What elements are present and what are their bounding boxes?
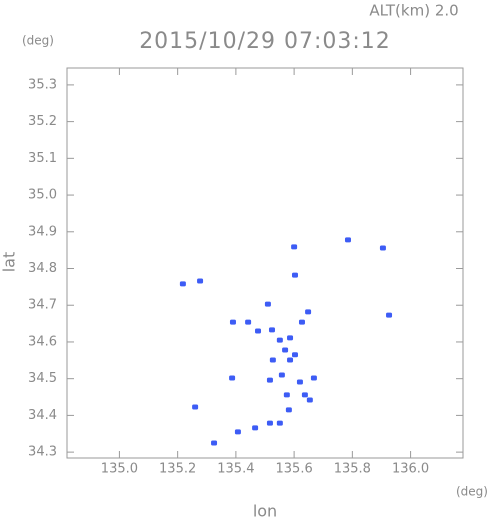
x-tick-label: 135.0 [101, 462, 138, 477]
echo-cell [278, 372, 285, 378]
echo-cell [266, 420, 273, 426]
y-tick-label: 34.8 [28, 261, 57, 276]
echo-cell [344, 237, 351, 243]
echo-cell [291, 352, 298, 358]
echo-cell [305, 309, 312, 315]
echo-cell [211, 440, 218, 446]
echo-cell [283, 392, 290, 398]
echo-cell [301, 392, 308, 398]
y-tick-label: 34.7 [28, 298, 57, 313]
altitude-label: ALT(km) 2.0 [369, 2, 458, 20]
y-tick-label: 35.0 [28, 188, 57, 203]
echo-cell [245, 319, 252, 325]
echo-cell [282, 347, 289, 353]
y-unit: (deg) [22, 34, 54, 48]
x-axis-label: lon [253, 502, 277, 521]
y-tick-label: 35.1 [28, 151, 57, 166]
echo-cell [306, 397, 313, 403]
x-tick-label: 135.8 [334, 462, 371, 477]
echo-cell [291, 244, 298, 250]
echo-cell [296, 379, 303, 385]
echo-cell [192, 404, 199, 410]
echo-cell [386, 312, 393, 318]
echo-cell [255, 328, 262, 334]
y-tick-label: 34.5 [28, 371, 57, 386]
y-tick-label: 34.4 [28, 408, 57, 423]
echo-cell [298, 319, 305, 325]
chart-title: 2015/10/29 07:03:12 [139, 29, 391, 54]
y-tick-label: 35.2 [28, 114, 57, 129]
echo-cell [276, 420, 283, 426]
echo-cell [287, 357, 294, 363]
echo-cell [229, 375, 236, 381]
x-tick-label: 135.6 [276, 462, 313, 477]
echo-cell [197, 278, 204, 284]
y-tick-label: 34.3 [28, 445, 57, 460]
y-tick-label: 35.3 [28, 77, 57, 92]
echo-cell [229, 319, 236, 325]
plot-frame [66, 67, 464, 459]
echo-cell [269, 357, 276, 363]
echo-cell [179, 281, 186, 287]
echo-cell [268, 327, 275, 333]
echo-cell [310, 375, 317, 381]
echo-cell [379, 245, 386, 251]
echo-cell [285, 407, 292, 413]
echo-cell [266, 377, 273, 383]
x-tick-label: 135.4 [217, 462, 254, 477]
y-axis-label: lat [0, 252, 19, 273]
echo-cell [291, 272, 298, 278]
echo-cell [287, 335, 294, 341]
y-tick-label: 34.9 [28, 224, 57, 239]
y-tick-label: 34.6 [28, 334, 57, 349]
echo-cell [252, 425, 259, 431]
x-tick-label: 135.2 [159, 462, 196, 477]
x-unit: (deg) [456, 485, 488, 499]
echo-cell [276, 337, 283, 343]
echo-cell [234, 429, 241, 435]
echo-cell [264, 301, 271, 307]
x-tick-label: 136.0 [392, 462, 429, 477]
